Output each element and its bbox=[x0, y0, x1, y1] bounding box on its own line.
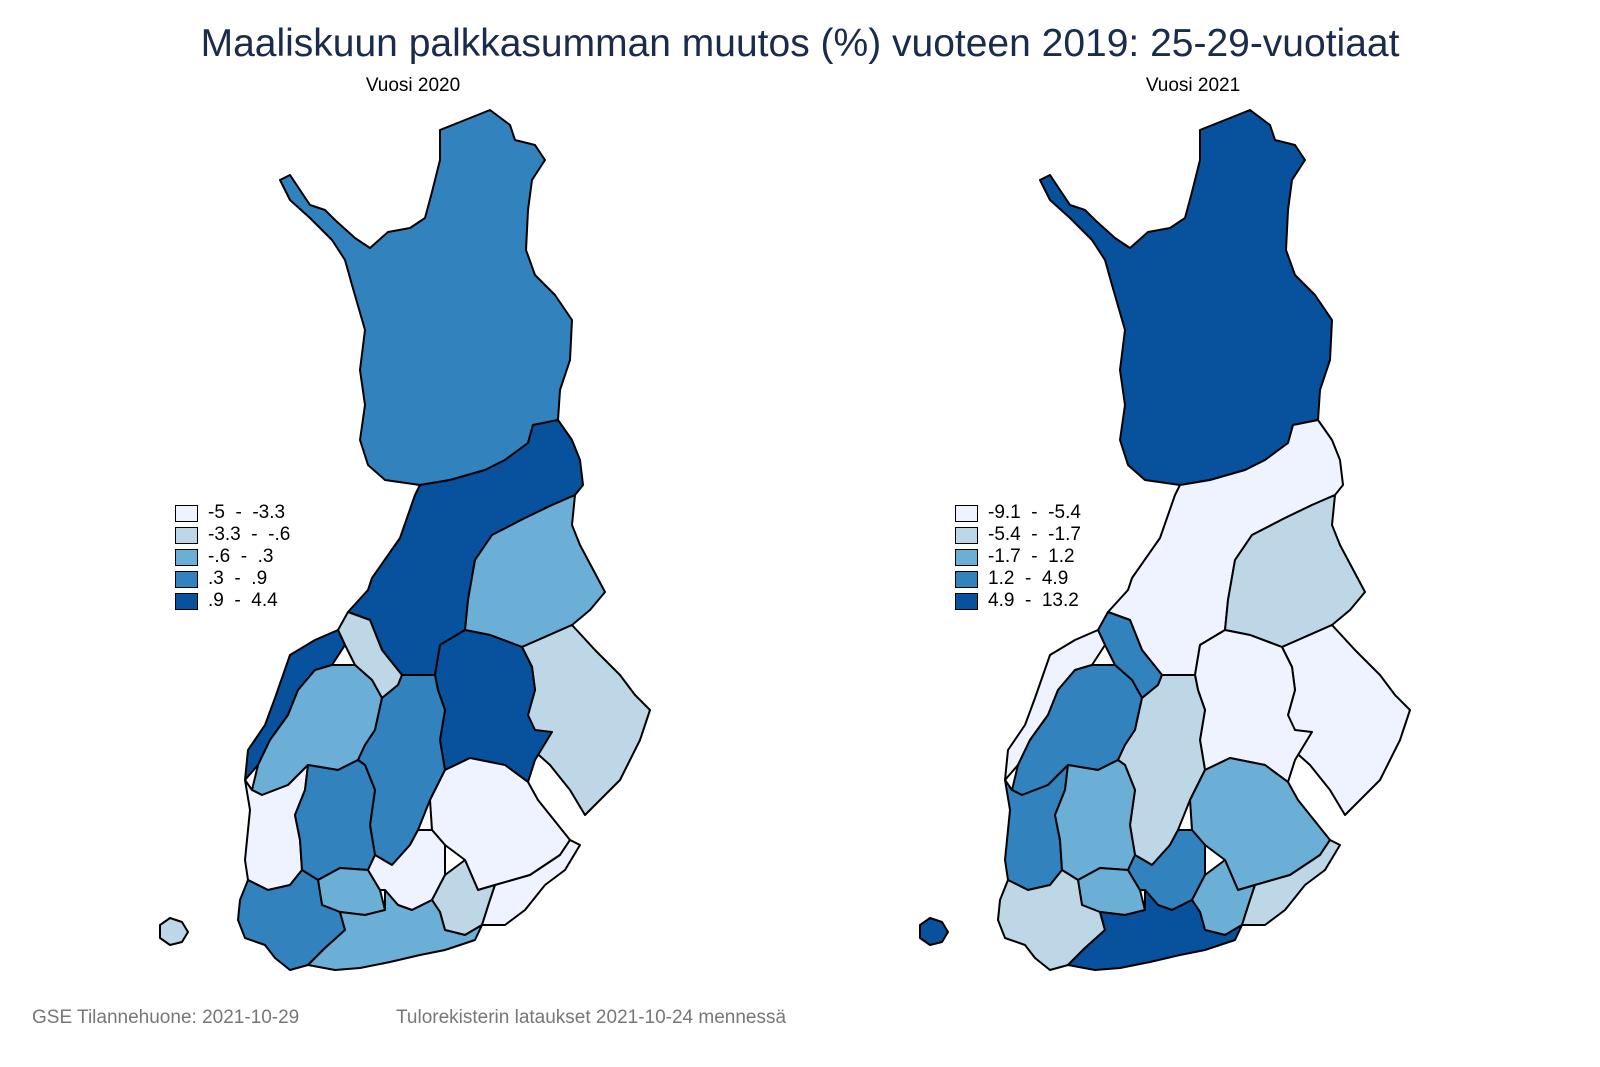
region-pohjois-karjala bbox=[521, 624, 651, 816]
legend-swatch bbox=[955, 570, 978, 588]
legend-item: -5 - -3.3 bbox=[175, 502, 290, 524]
legend-item: -.6 - .3 bbox=[175, 546, 290, 568]
legend-label: -9.1 - -5.4 bbox=[988, 502, 1081, 523]
panel-title-2020: Vuosi 2020 bbox=[365, 75, 461, 96]
legend-item: 1.2 - 4.9 bbox=[955, 568, 1081, 590]
legend-item: 4.9 - 13.2 bbox=[955, 590, 1081, 612]
region-pohjois-karjala bbox=[1281, 624, 1411, 816]
region-pirkanmaa bbox=[1054, 759, 1136, 881]
legend-swatch bbox=[955, 526, 978, 544]
legend-item: .9 - 4.4 bbox=[175, 590, 290, 612]
region-etela-karjala bbox=[481, 839, 581, 926]
legend-label: -1.7 - 1.2 bbox=[988, 546, 1075, 567]
legend-swatch bbox=[955, 504, 978, 522]
legend-swatch bbox=[175, 504, 198, 522]
region-uusimaa bbox=[1067, 889, 1243, 971]
legend-label: 4.9 - 13.2 bbox=[988, 590, 1079, 611]
legend-item: .3 - .9 bbox=[175, 568, 290, 590]
legend-item: -1.7 - 1.2 bbox=[955, 546, 1081, 568]
legend-swatch bbox=[175, 592, 198, 610]
legend-label: -.6 - .3 bbox=[208, 546, 274, 567]
legend-label: -5 - -3.3 bbox=[208, 502, 286, 523]
footer-note: Tulorekisterin lataukset 2021-10-24 menn… bbox=[396, 1007, 787, 1028]
legend-2021: -9.1 - -5.4 -5.4 - -1.7 -1.7 - 1.2 1.2 -… bbox=[955, 502, 1081, 612]
legend-swatch bbox=[175, 570, 198, 588]
legend-swatch bbox=[955, 548, 978, 566]
region-lappi bbox=[1039, 109, 1333, 486]
panel-title-2021: Vuosi 2021 bbox=[1145, 75, 1241, 96]
legend-2020: -5 - -3.3 -3.3 - -.6 -.6 - .3 .3 - .9 .9… bbox=[175, 502, 290, 612]
region-uusimaa bbox=[307, 889, 483, 971]
region-lappi bbox=[279, 109, 573, 486]
legend-label: 1.2 - 4.9 bbox=[988, 568, 1069, 589]
legend-item: -3.3 - -.6 bbox=[175, 524, 290, 546]
legend-item: -5.4 - -1.7 bbox=[955, 524, 1081, 546]
legend-label: .3 - .9 bbox=[208, 568, 268, 589]
choropleth-map-2021 bbox=[919, 109, 1411, 971]
legend-item: -9.1 - -5.4 bbox=[955, 502, 1081, 524]
legend-label: .9 - 4.4 bbox=[208, 590, 278, 611]
region-ahvenanmaa bbox=[919, 917, 949, 946]
legend-swatch bbox=[175, 526, 198, 544]
choropleth-map-2020 bbox=[159, 109, 651, 971]
legend-label: -5.4 - -1.7 bbox=[988, 524, 1081, 545]
map-title: Maaliskuun palkkasumman muutos (%) vuote… bbox=[200, 22, 1400, 65]
region-ahvenanmaa bbox=[159, 917, 189, 946]
footer-source: GSE Tilannehuone: 2021-10-29 bbox=[32, 1007, 300, 1028]
legend-label: -3.3 - -.6 bbox=[208, 524, 291, 545]
legend-swatch bbox=[955, 592, 978, 610]
region-etela-karjala bbox=[1241, 839, 1341, 926]
legend-swatch bbox=[175, 548, 198, 566]
region-pirkanmaa bbox=[294, 759, 376, 881]
